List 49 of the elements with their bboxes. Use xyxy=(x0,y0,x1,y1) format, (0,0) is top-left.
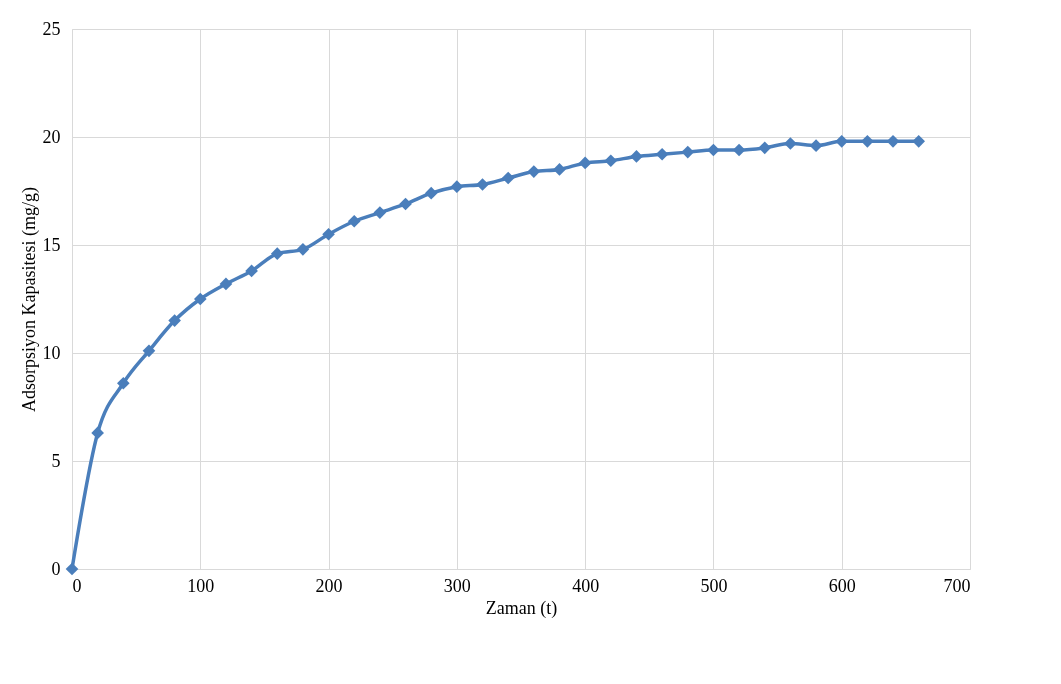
point xyxy=(861,134,874,148)
point xyxy=(245,264,258,278)
point xyxy=(886,134,900,148)
point xyxy=(65,562,79,576)
point xyxy=(707,143,720,157)
x-tick-label: 300 xyxy=(443,575,471,596)
point xyxy=(912,134,926,148)
point xyxy=(809,139,823,152)
point xyxy=(270,247,284,260)
x-axis-title: Zaman (t) xyxy=(485,597,558,619)
x-tick-label: 0 xyxy=(72,575,82,596)
point xyxy=(604,154,618,168)
y-tick-label: 25 xyxy=(42,18,61,39)
point xyxy=(219,277,233,291)
point xyxy=(373,206,387,219)
point xyxy=(578,156,592,170)
y-axis-title: Adsorpsiyon Kapasitesi (mg/g) xyxy=(18,187,40,412)
point xyxy=(527,165,541,178)
point xyxy=(476,178,489,191)
x-tick-label: 500 xyxy=(700,575,728,596)
point xyxy=(835,134,849,148)
point xyxy=(142,344,156,358)
point xyxy=(347,214,361,228)
y-tick-label: 20 xyxy=(42,126,61,147)
point xyxy=(322,227,335,241)
y-tick-label: 0 xyxy=(51,558,61,579)
x-tick-label: 200 xyxy=(315,575,343,596)
y-tick-label: 10 xyxy=(42,342,61,363)
point xyxy=(758,141,772,155)
point xyxy=(168,314,181,327)
point xyxy=(296,243,310,256)
x-tick-label: 100 xyxy=(187,575,215,596)
point xyxy=(116,376,130,390)
x-tick-label: 600 xyxy=(828,575,856,596)
point xyxy=(630,150,643,163)
point xyxy=(681,145,695,159)
x-tick-label: 400 xyxy=(572,575,600,596)
point xyxy=(732,143,746,157)
y-tick-label: 15 xyxy=(42,234,61,255)
point xyxy=(501,171,515,185)
point xyxy=(655,147,669,161)
point xyxy=(91,426,104,440)
y-tick-label: 5 xyxy=(51,450,61,471)
point xyxy=(399,197,412,211)
point xyxy=(553,163,566,176)
point xyxy=(424,186,438,200)
point xyxy=(193,292,207,306)
x-tick-label: 700 xyxy=(943,575,971,596)
point xyxy=(450,180,464,193)
